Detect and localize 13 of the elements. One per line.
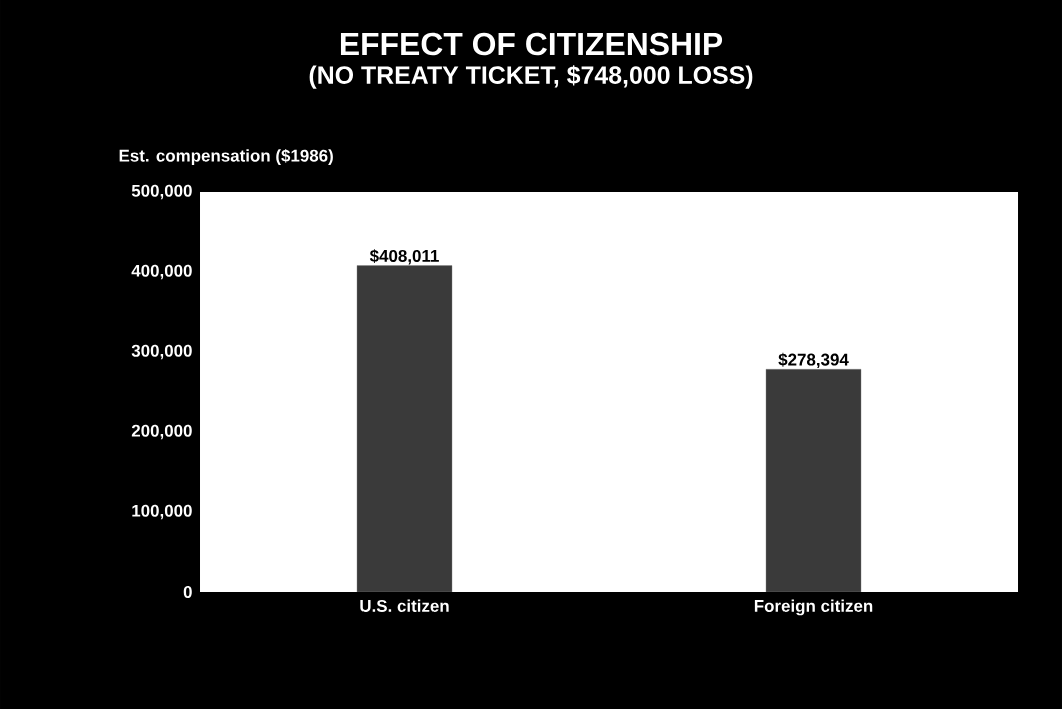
x-tick-label: U.S. citizen — [360, 599, 449, 612]
y-tick-label: 0 — [183, 585, 192, 598]
y-tick-label: 200,000 — [131, 424, 192, 440]
x-tick-label: Foreign citizen — [754, 599, 873, 616]
data-label: $278,394 — [778, 352, 849, 369]
chart-title: EFFECT OF CITIZENSHIP — [340, 32, 723, 56]
data-label: $408,011 — [369, 249, 439, 265]
y-tick-label: 100,000 — [132, 504, 192, 520]
y-axis-title: Est. compensation ($1986) — [119, 148, 333, 166]
chart-subtitle: (NO TREATY TICKET, $748,000 LOSS) — [309, 65, 753, 89]
y-tick-label: 400,000 — [131, 264, 192, 280]
y-tick-label: 300,000 — [131, 344, 192, 360]
y-tick-label: 500,000 — [131, 184, 192, 200]
